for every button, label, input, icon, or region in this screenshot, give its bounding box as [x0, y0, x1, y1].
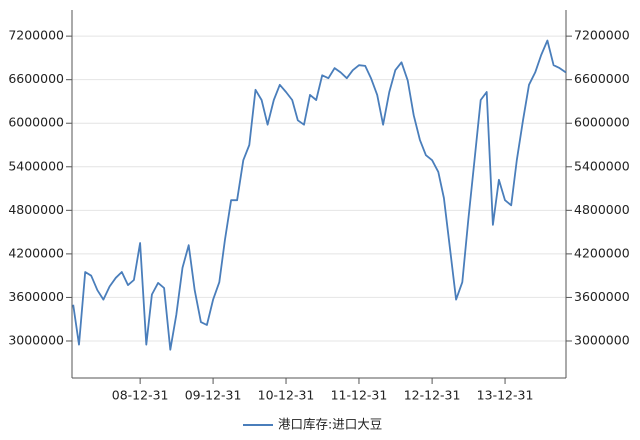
y2-tick-label: 4200000 — [574, 245, 630, 260]
series-line — [72, 39, 567, 351]
y2-tick-label: 6000000 — [574, 115, 630, 130]
x-tick-label: 09-12-31 — [185, 388, 242, 403]
y-tick-label: 7200000 — [8, 28, 64, 43]
x-tick-label: 11-12-31 — [331, 388, 388, 403]
x-tick-label: 13-12-31 — [477, 388, 534, 403]
y2-tick-label: 5400000 — [574, 158, 630, 173]
y-tick-label: 6000000 — [8, 115, 64, 130]
y-tick-label: 3000000 — [8, 332, 64, 347]
y2-tick-label: 3600000 — [574, 289, 630, 304]
y-tick-label: 4800000 — [8, 202, 64, 217]
y-tick-label: 3600000 — [8, 289, 64, 304]
legend-label: 港口库存:进口大豆 — [278, 417, 382, 432]
y2-tick-label: 4800000 — [574, 202, 630, 217]
y-tick-label: 4200000 — [8, 245, 64, 260]
x-tick-label: 10-12-31 — [258, 388, 315, 403]
x-tick-label: 12-12-31 — [404, 388, 461, 403]
y-tick-label: 5400000 — [8, 158, 64, 173]
y2-tick-label: 6600000 — [574, 71, 630, 86]
y2-tick-label: 3000000 — [574, 332, 630, 347]
y-tick-label: 6600000 — [8, 71, 64, 86]
y2-tick-label: 7200000 — [574, 28, 630, 43]
x-tick-label: 08-12-31 — [112, 388, 169, 403]
